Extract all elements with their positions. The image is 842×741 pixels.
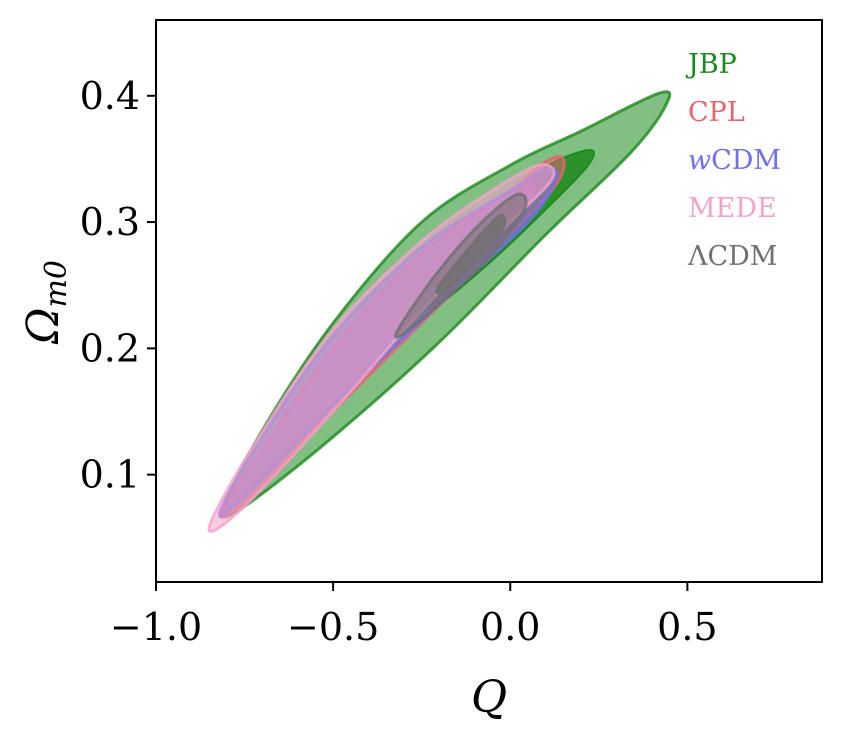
y-tick-label: 0.3 <box>80 200 140 244</box>
y-tick-label: 0.2 <box>80 326 140 370</box>
legend: JBP CPL wCDM MEDE ΛCDM <box>685 49 781 272</box>
y-axis-title: Ωm0 <box>18 260 74 345</box>
y-tick-label: 0.4 <box>80 74 140 118</box>
x-tick-label: 0.5 <box>657 605 717 649</box>
legend-entry: JBP <box>685 49 737 80</box>
x-axis: −1.0 −0.5 0.0 0.5 <box>110 582 718 649</box>
x-axis-title: Q <box>471 672 507 723</box>
legend-entry-italic: w <box>688 145 711 176</box>
legend-entry: MEDE <box>688 193 777 224</box>
legend-entry: wCDM <box>688 145 781 176</box>
legend-entry-rest: CDM <box>711 145 781 176</box>
series-4-contour-group <box>394 192 528 339</box>
x-tick-label: −1.0 <box>110 605 202 649</box>
x-tick-label: −0.5 <box>287 605 379 649</box>
legend-entry: ΛCDM <box>687 241 777 272</box>
y-tick-label: 0.1 <box>80 453 140 497</box>
x-tick-label: 0.0 <box>480 605 540 649</box>
y-axis-title-subscript: m0 <box>39 260 74 308</box>
plot-frame <box>155 19 823 583</box>
legend-entry: CPL <box>688 97 745 128</box>
series-4-inner-contour <box>435 214 507 295</box>
contours-layer <box>207 90 672 533</box>
y-axis: 0.1 0.2 0.3 0.4 <box>80 74 156 497</box>
y-axis-title-main: Ω <box>18 308 69 345</box>
